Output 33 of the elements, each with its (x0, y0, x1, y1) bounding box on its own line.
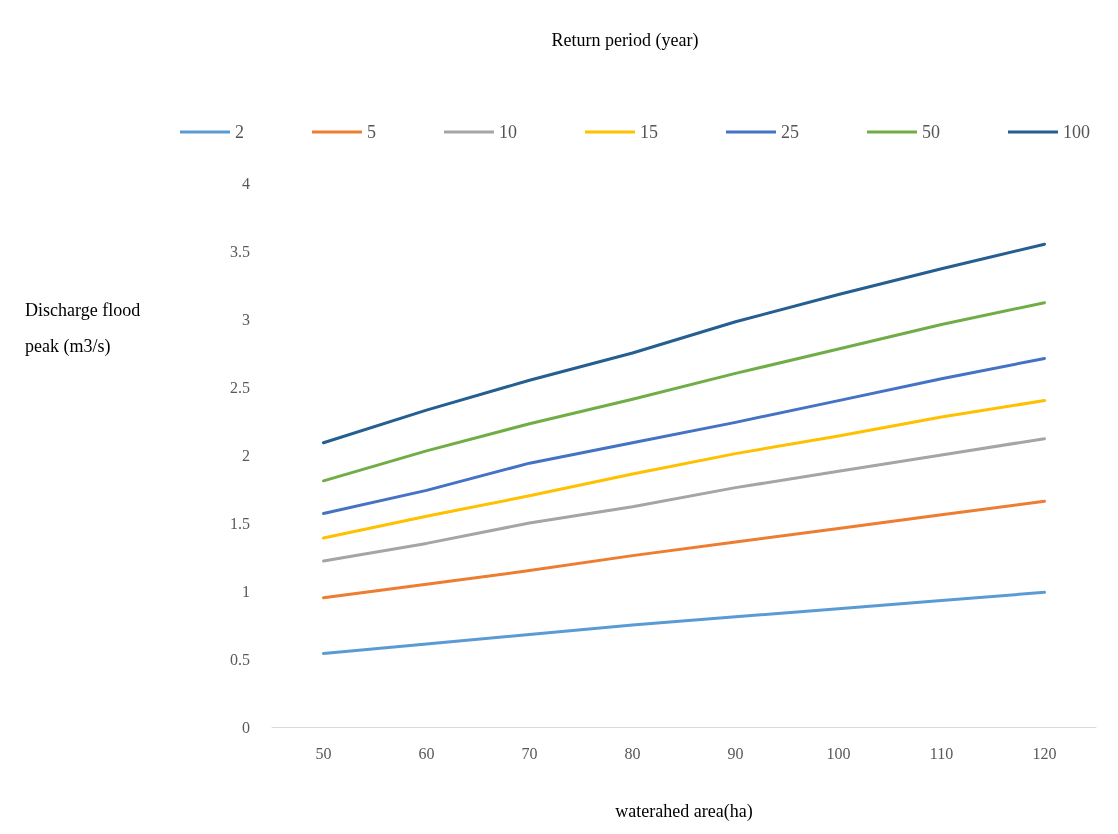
y-tick-label: 3.5 (230, 242, 250, 260)
line-series (322, 356, 1046, 515)
y-tick-label: 2.5 (230, 378, 250, 396)
legend-label: 15 (640, 122, 658, 142)
y-tick-label: 1 (242, 582, 250, 600)
y-tick-label: 4 (242, 174, 250, 192)
x-tick-label: 70 (521, 744, 538, 762)
x-tick-label: 50 (315, 744, 332, 762)
x-tick-label: 100 (826, 744, 851, 762)
legend-label: 10 (499, 122, 517, 142)
legend-label: 100 (1063, 122, 1090, 142)
line-series (322, 242, 1046, 445)
legend-title: Return period (year) (551, 30, 699, 51)
x-axis-title: waterahed area(ha) (615, 801, 753, 822)
y-tick-label: 0.5 (230, 650, 250, 668)
y-tick-label: 1.5 (230, 514, 250, 532)
legend-label: 50 (922, 122, 940, 142)
x-tick-label: 110 (929, 744, 954, 762)
y-axis-title: Discharge flood peak (m3/s) (25, 300, 141, 357)
y-tick-label: 3 (242, 310, 250, 328)
legend-label: 5 (367, 122, 376, 142)
x-tick-label: 80 (624, 744, 641, 762)
x-tick-label: 90 (727, 744, 744, 762)
line-series (322, 437, 1046, 563)
legend-label: 25 (781, 122, 799, 142)
x-tick-label: 60 (418, 744, 435, 762)
y-tick-label: 0 (242, 718, 250, 736)
x-tick-label: 120 (1032, 744, 1057, 762)
line-series (322, 301, 1046, 483)
line-series (322, 499, 1046, 600)
line-series (322, 590, 1046, 656)
y-tick-label: 2 (242, 446, 250, 464)
line-series (322, 399, 1046, 540)
